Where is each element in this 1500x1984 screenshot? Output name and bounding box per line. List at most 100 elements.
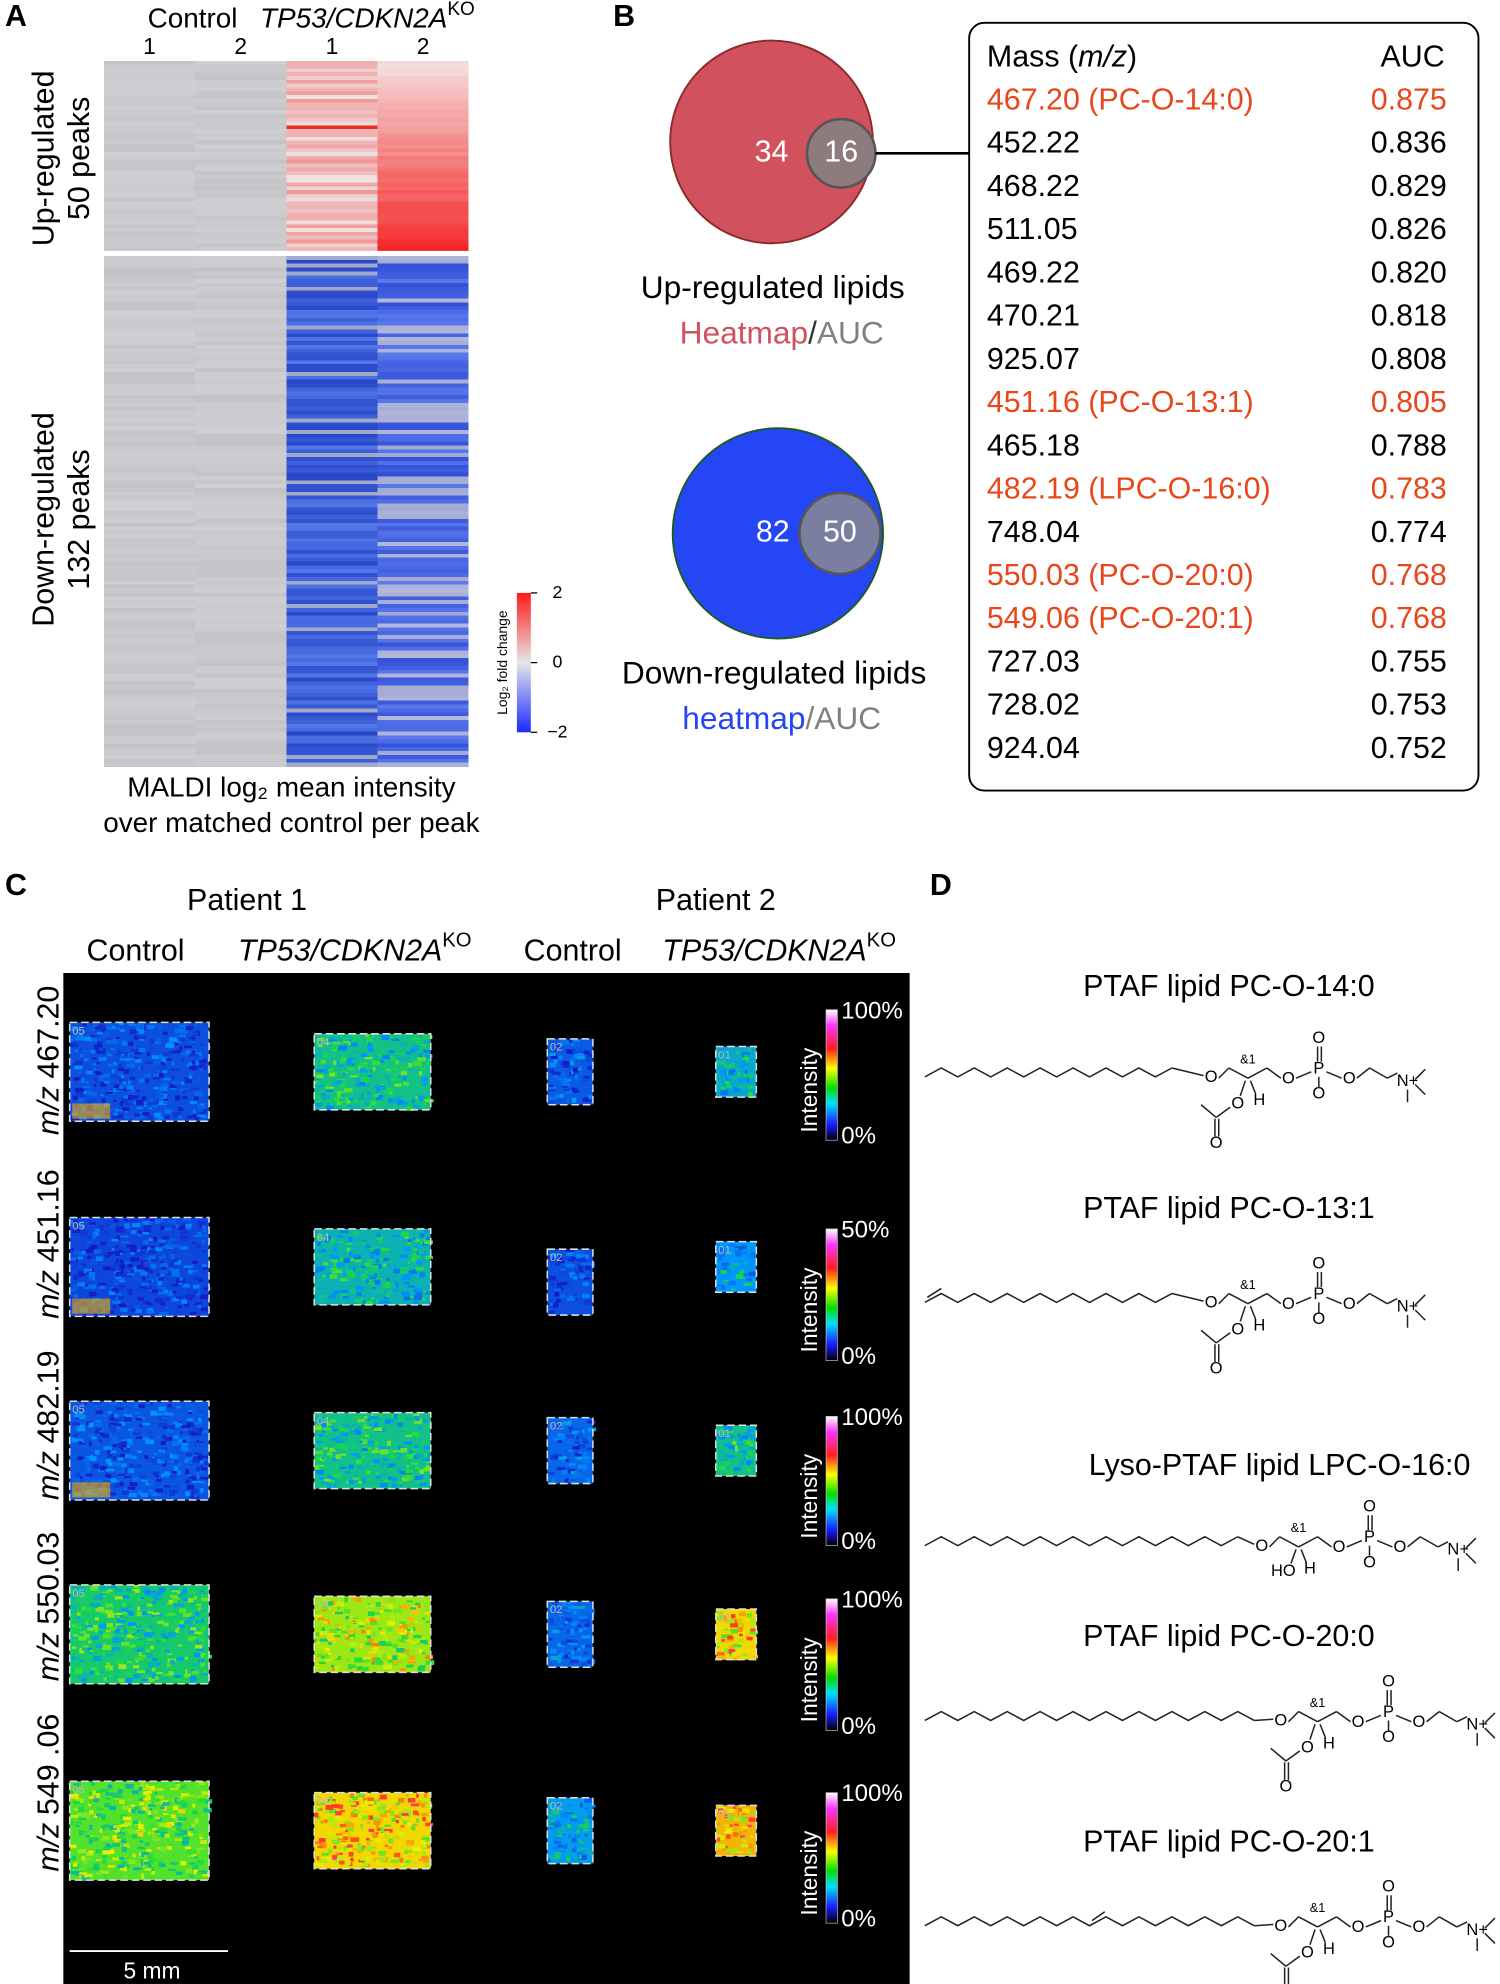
heatmap-cell [103, 317, 196, 323]
msi-pixel [396, 1662, 403, 1665]
msi-pixel [173, 1112, 182, 1117]
msi-pixel [88, 1068, 94, 1074]
msi-pixel [176, 1470, 182, 1476]
msi-pixel [399, 1471, 405, 1474]
msi-pixel [77, 1414, 86, 1418]
msi-pixel [120, 1101, 124, 1106]
msi-pixel [161, 1447, 168, 1450]
text-part: Intensity [796, 1453, 822, 1539]
text-part: Up-regulated lipids [641, 270, 905, 306]
msi-pixel [113, 1479, 120, 1483]
msi-pixel [424, 1423, 432, 1429]
msi-pixel [359, 1857, 367, 1861]
msi-pixel [345, 1844, 353, 1848]
msi-pixel [113, 1676, 118, 1681]
heatmap-cell [195, 457, 287, 462]
heatmap-cell [195, 576, 287, 582]
msi-pixel [727, 1635, 734, 1640]
msi-pixel [77, 1821, 82, 1825]
heatmap-cell [103, 584, 196, 589]
msi-pixel [378, 1833, 385, 1836]
msi-pixel [147, 1229, 151, 1234]
msi-pixel [110, 1438, 119, 1444]
heatmap-cell [286, 433, 378, 439]
msi-pixel [102, 1644, 112, 1650]
text-part: 2 [417, 33, 430, 59]
msi-pixel [375, 1857, 380, 1860]
msi-pixel [409, 1848, 414, 1851]
heatmap-cell [195, 231, 287, 237]
msi-pixel [554, 1291, 560, 1297]
text-part: 50 peaks [62, 97, 96, 220]
msi-pixel [421, 1844, 427, 1849]
msi-pixel [549, 1053, 556, 1056]
msi-pixel [572, 1039, 581, 1042]
msi-pixel [166, 1406, 175, 1409]
msi-pixel [164, 1833, 170, 1838]
msi-pixel [175, 1784, 183, 1788]
msi-pixel [349, 1229, 359, 1233]
msi-pixel [355, 1480, 364, 1484]
heatmap-cell [286, 557, 378, 562]
msi-pixel [116, 1277, 126, 1281]
msi-pixel [108, 1291, 116, 1296]
msi-pixel [83, 1268, 93, 1273]
msi-pixel [581, 1644, 585, 1649]
msi-pixel [179, 1607, 186, 1611]
msi-pixel [425, 1054, 433, 1058]
heatmap-cell [377, 522, 469, 528]
heatmap-cell [195, 399, 287, 404]
msi-pixel [587, 1613, 595, 1617]
msi-pixel [109, 1416, 116, 1421]
msi-pixel [170, 1254, 175, 1259]
msi-pixel [139, 1805, 144, 1808]
msi-pixel [148, 1592, 157, 1597]
heatmap-cell [377, 449, 469, 454]
msi-pixel [72, 1095, 79, 1101]
msi-pixel [154, 1112, 162, 1118]
msi-pixel [138, 1078, 145, 1083]
msi-pixel [314, 1617, 318, 1620]
msi-pixel [359, 1067, 368, 1073]
heatmap-cell [195, 360, 287, 365]
msi-pixel [728, 1814, 734, 1820]
msi-pixel [135, 1023, 145, 1029]
text-part: PTAF lipid PC-O-13:1 [1083, 1191, 1375, 1225]
msi-pixel [199, 1058, 207, 1063]
heatmap-cell [195, 573, 287, 578]
msi-pixel [328, 1801, 336, 1805]
msi-pixel [151, 1815, 156, 1819]
msi-pixel [414, 1416, 420, 1421]
msi-pixel [416, 1605, 422, 1608]
msi-pixel [151, 1870, 155, 1875]
msi-pixel [416, 1642, 421, 1648]
heatmap-cell [286, 368, 378, 373]
msi-pixel [156, 1671, 164, 1674]
heatmap-cell [103, 460, 196, 466]
msi-pixel [419, 1469, 424, 1475]
table-auc: 0.755 [1371, 645, 1447, 679]
msi-pixel [408, 1634, 413, 1638]
msi-pixel [94, 1869, 98, 1872]
heatmap-cell [377, 190, 469, 195]
msi-pixel [172, 1290, 177, 1294]
msi-pixel [415, 1627, 423, 1630]
msi-pixel [398, 1417, 405, 1421]
msi-pixel [178, 1438, 186, 1443]
heatmap-cell [103, 565, 196, 570]
heatmap-cell [195, 235, 287, 240]
msi-pixel [86, 1070, 94, 1075]
msi-pixel [569, 1631, 575, 1636]
text-part: AUC [1380, 39, 1444, 73]
msi-pixel [582, 1814, 588, 1819]
msi-pixel [319, 1843, 327, 1849]
msi-pixel [95, 1273, 100, 1276]
msi-pixel [105, 1425, 110, 1431]
heatmap-cell [103, 329, 196, 334]
msi-pixel [326, 1089, 334, 1092]
msi-pixel [333, 1096, 340, 1102]
heatmap-cell [286, 310, 378, 315]
msi-pixel [367, 1037, 373, 1043]
msi-pixel [746, 1636, 753, 1641]
msi-pixel [404, 1648, 409, 1652]
